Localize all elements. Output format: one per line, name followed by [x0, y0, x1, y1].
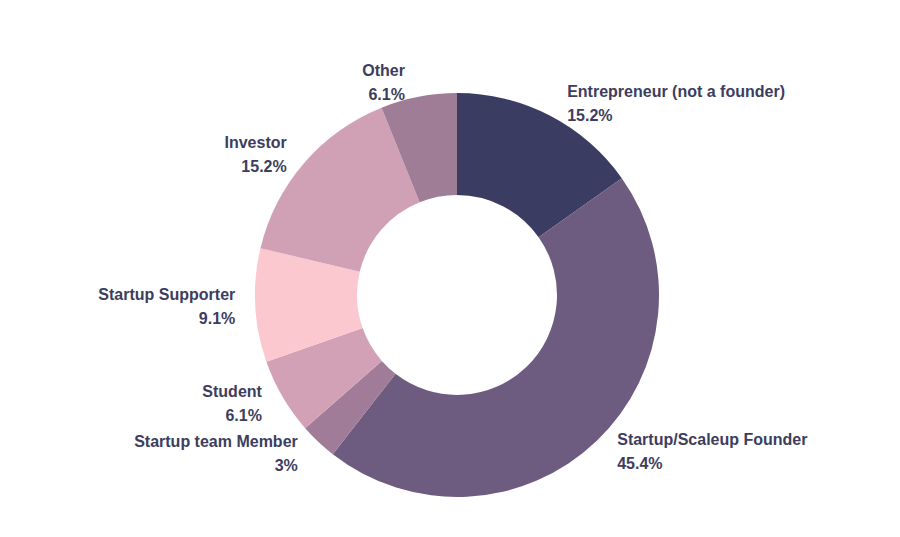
- svg-text:Investor: Investor: [224, 134, 286, 151]
- svg-text:Entrepreneur (not a founder): Entrepreneur (not a founder): [567, 83, 785, 100]
- svg-text:Student: Student: [202, 383, 262, 400]
- svg-text:9.1%: 9.1%: [199, 310, 235, 327]
- svg-text:Other: Other: [362, 62, 405, 79]
- svg-text:3%: 3%: [275, 457, 298, 474]
- svg-text:15.2%: 15.2%: [567, 107, 612, 124]
- svg-text:6.1%: 6.1%: [225, 407, 261, 424]
- svg-text:15.2%: 15.2%: [241, 158, 286, 175]
- svg-text:Startup team Member: Startup team Member: [134, 433, 298, 450]
- svg-text:Startup Supporter: Startup Supporter: [98, 286, 235, 303]
- svg-text:45.4%: 45.4%: [617, 455, 662, 472]
- svg-text:6.1%: 6.1%: [368, 86, 404, 103]
- svg-text:Startup/Scaleup Founder: Startup/Scaleup Founder: [617, 431, 807, 448]
